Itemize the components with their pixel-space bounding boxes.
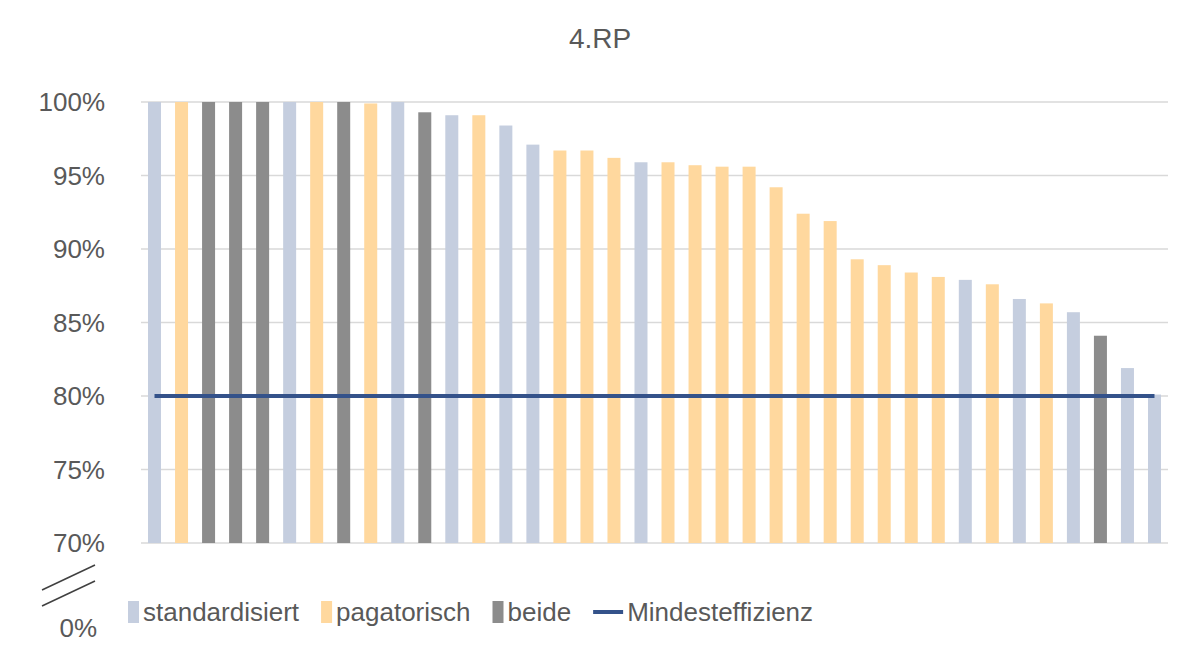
axis-break [42, 565, 95, 590]
grid-line [141, 395, 1168, 397]
bar [662, 162, 675, 543]
bar [959, 280, 972, 543]
legend-label: pagatorisch [336, 597, 470, 627]
bar [905, 273, 918, 543]
grid [141, 102, 1168, 543]
bar [797, 214, 810, 543]
bar [310, 102, 323, 543]
legend-label: beide [508, 597, 572, 627]
axis-break [42, 581, 95, 606]
y-tick-label: 85% [53, 308, 105, 338]
bar [256, 102, 269, 543]
y-tick-label: 80% [53, 381, 105, 411]
bar [175, 102, 188, 543]
bar [634, 162, 647, 543]
bar [716, 167, 729, 543]
bar [1148, 395, 1161, 543]
bar [553, 151, 566, 543]
legend-label: standardisiert [143, 597, 300, 627]
bar [986, 284, 999, 543]
y-tick-label: 95% [53, 161, 105, 191]
bar [337, 102, 350, 543]
y-tick-label: 90% [53, 234, 105, 264]
y-tick-label: 70% [53, 528, 105, 558]
bar [283, 102, 296, 543]
bar [1094, 336, 1107, 543]
legend-swatch [321, 601, 332, 623]
legend-label: Mindesteffizienz [627, 597, 813, 627]
bar [472, 115, 485, 543]
bar [932, 277, 945, 543]
bar [770, 187, 783, 543]
bar [878, 265, 891, 543]
bar [229, 102, 242, 543]
legend-swatch [593, 610, 623, 614]
bar [148, 102, 161, 543]
bar [418, 112, 431, 543]
y-tick-label: 100% [39, 87, 106, 117]
chart: 4.RP 70% 75% 80% 85% 90% 95% 100% 0% standardisie… [0, 0, 1198, 661]
bar [851, 259, 864, 543]
legend-swatch [493, 601, 504, 623]
bar [526, 145, 539, 543]
bar [743, 167, 756, 543]
bar [202, 102, 215, 543]
legend-swatch [128, 601, 139, 623]
axis-break-label: 0% [59, 613, 97, 643]
bar [445, 115, 458, 543]
bar [1013, 299, 1026, 543]
bar [499, 126, 512, 543]
bar [391, 102, 404, 543]
bar [364, 103, 377, 543]
legend: standardisiert pagatorisch beide Mindesteff… [128, 597, 813, 627]
bar [824, 221, 837, 543]
bar [1040, 303, 1053, 543]
bar [607, 158, 620, 543]
title: 4.RP [569, 23, 631, 54]
bar [580, 151, 593, 543]
y-tick-label: 75% [53, 455, 105, 485]
bar [689, 165, 702, 543]
line [155, 394, 1155, 398]
marks [148, 102, 1161, 543]
bar [1067, 312, 1080, 543]
